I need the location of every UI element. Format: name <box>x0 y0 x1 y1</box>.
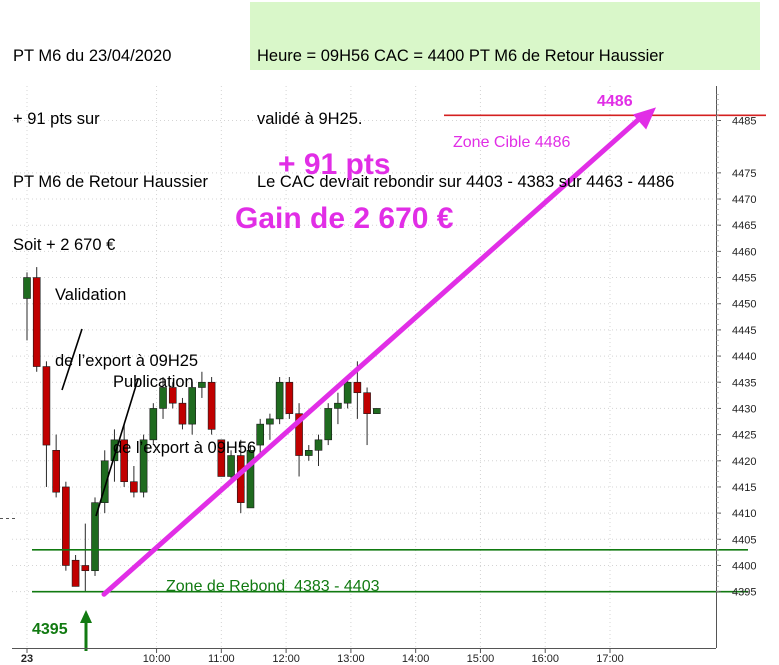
price-tick-label: 4455 <box>732 273 756 285</box>
price-tick-label: 4400 <box>732 560 756 572</box>
time-axis: 23 10:00 11:00 12:00 13:00 14:00 15:00 16:00 17:… <box>12 648 716 665</box>
price-tick-label: 4445 <box>732 325 756 337</box>
publication-pointer-line <box>95 378 139 517</box>
time-tick-label: 11:00 <box>208 653 235 665</box>
candle-bull <box>275 381 284 420</box>
candle-bull <box>334 402 342 409</box>
zone-cible-label: Zone Cible 4486 <box>453 134 571 151</box>
chart-grid <box>0 86 716 648</box>
price-tick-label: 4450 <box>732 299 756 311</box>
validation-line: de l’export à 09H25 <box>55 352 199 370</box>
candle-bear <box>32 277 41 367</box>
header-left: PT M6 du 23/04/2020 + 91 pts sur PT M6 d… <box>13 4 208 277</box>
overlay-layer <box>32 107 766 651</box>
header-left-line: + 91 pts sur <box>13 110 100 128</box>
candle-bull <box>110 439 119 462</box>
candle-bull <box>343 381 352 404</box>
header-right-line: Le CAC devrait rebondir sur 4403 - 4383 … <box>257 173 675 191</box>
gain-euros: Gain de 2 670 € <box>235 202 454 235</box>
gain-arrow-line <box>101 113 645 597</box>
gain-arrow-head <box>632 107 656 130</box>
candle-bull <box>246 450 255 509</box>
price-tick-label: 4395 <box>732 587 756 599</box>
candles-layer <box>23 267 381 592</box>
candle-bear <box>285 381 294 414</box>
price-tick-label: 4470 <box>732 194 756 206</box>
candle-bull <box>91 502 99 572</box>
low-value-label: 4395 <box>32 621 68 638</box>
candle-bull <box>100 460 109 503</box>
candle-bull <box>188 387 196 425</box>
candle-bull <box>256 423 265 446</box>
header-right-line: Heure = 09H56 CAC = 4400 PT M6 de Retour… <box>257 47 664 65</box>
price-tick-label: 4410 <box>732 508 756 520</box>
time-tick-label: 10:00 <box>143 653 171 665</box>
candle-bear <box>295 413 303 456</box>
publication-annotation: Publication de l’export à 09H56 <box>113 327 256 481</box>
candle-bull <box>304 450 313 456</box>
time-tick-label: 14:00 <box>402 653 430 665</box>
price-tick-label: 4460 <box>732 246 756 258</box>
candle-bull <box>159 387 167 409</box>
candle-bear <box>81 565 90 572</box>
candle-bear <box>178 402 187 425</box>
price-tick-label: 4415 <box>732 482 756 494</box>
candle-bear <box>168 387 177 404</box>
time-tick-label: 13:00 <box>337 653 365 665</box>
time-tick-label: 15:00 <box>467 653 495 665</box>
candle-bear <box>130 481 138 493</box>
candle-bull <box>324 408 333 441</box>
time-tick-label: 23 <box>21 653 33 665</box>
publication-line: de l’export à 09H56 <box>113 439 257 457</box>
candle-bear <box>42 366 51 446</box>
candle-bull <box>266 418 274 425</box>
candle-bear <box>71 559 80 587</box>
candle-bull <box>149 408 158 441</box>
candle-bull <box>314 439 323 451</box>
candle-bear <box>363 392 371 414</box>
validation-line: Validation <box>55 286 127 304</box>
header-left-line: Soit + 2 670 € <box>13 236 116 254</box>
validation-pointer-line <box>61 328 83 391</box>
time-tick-label: 17:00 <box>596 653 624 665</box>
time-tick-label: 12:00 <box>272 653 300 665</box>
candle-bear <box>353 381 362 394</box>
price-tick-label: 4430 <box>732 403 756 415</box>
zone-rebond-label: Zone de Rebond 4383 - 4403 <box>166 578 380 595</box>
publication-line: Publication <box>113 373 194 391</box>
candle-bear <box>120 439 128 483</box>
price-tick-label: 4475 <box>732 168 756 180</box>
price-tick-label: 4420 <box>732 456 756 468</box>
price-tick-label: 4440 <box>732 351 756 363</box>
price-axis: 4395 4400 4405 4410 4415 4420 4425 4430 4435 4440… <box>716 86 756 648</box>
price-tick-label: 4465 <box>732 220 756 232</box>
price-tick-label: 4485 <box>732 116 756 128</box>
header-right: Heure = 09H56 CAC = 4400 PT M6 de Retour… <box>250 2 760 191</box>
target-value-label: 4486 <box>597 93 633 110</box>
time-tick-label: 16:00 <box>531 653 559 665</box>
candle-bull <box>227 455 235 477</box>
candle-bull <box>372 408 381 414</box>
candle-bear <box>207 381 216 430</box>
candle-bear <box>52 450 60 493</box>
validation-annotation: Validation de l’export à 09H25 <box>55 240 198 394</box>
header-left-line: PT M6 de Retour Haussier <box>13 173 209 191</box>
price-tick-label: 4405 <box>732 534 756 546</box>
candle-bull <box>139 439 148 493</box>
header-left-line: PT M6 du 23/04/2020 <box>13 47 172 65</box>
header-right-line: validé à 9H25. <box>257 110 363 128</box>
candle-bear <box>62 486 70 566</box>
price-tick-label: 4435 <box>732 377 756 389</box>
gain-points: + 91 pts <box>278 148 391 181</box>
candle-bull <box>23 277 31 299</box>
low-arrow-head <box>80 610 92 623</box>
price-tick-label: 4425 <box>732 430 756 442</box>
candle-bull <box>198 381 206 388</box>
candle-bear <box>217 439 226 477</box>
